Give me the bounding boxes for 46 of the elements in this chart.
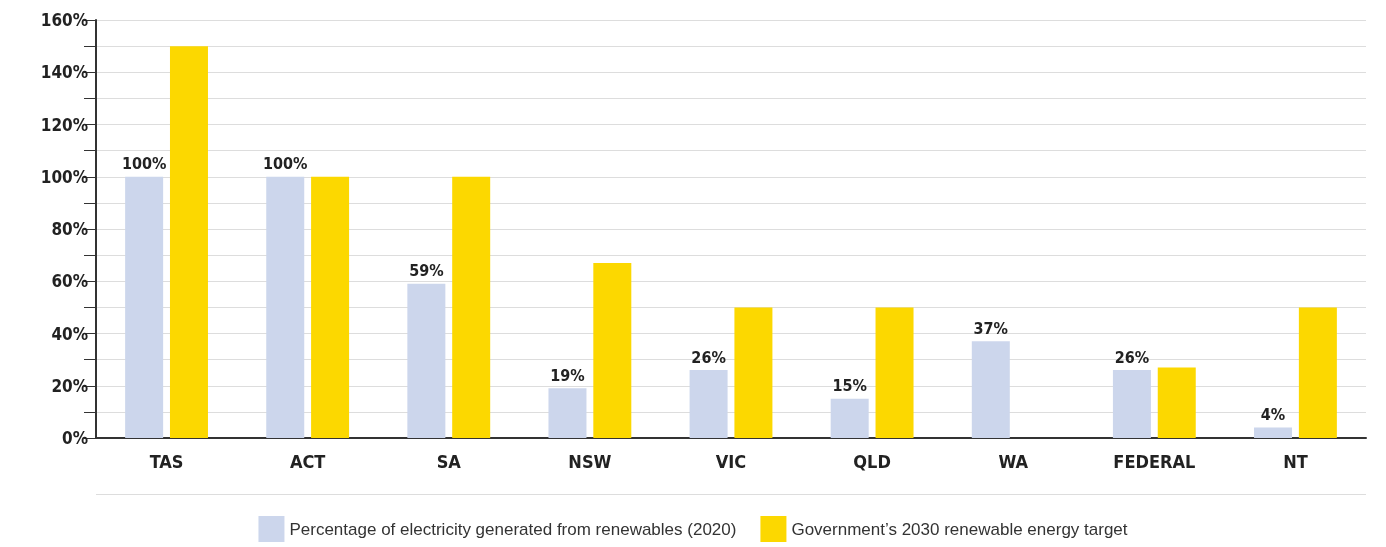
bar xyxy=(452,176,491,438)
y-tick-label: 160% xyxy=(40,10,88,30)
bar xyxy=(593,262,632,438)
bar xyxy=(971,341,1010,438)
bar xyxy=(169,46,208,438)
bar xyxy=(689,370,728,438)
y-tick-label: 60% xyxy=(51,271,88,292)
bar xyxy=(734,307,773,438)
legend-label: Percentage of electricity generated from renewables (2020) xyxy=(289,519,737,539)
y-tick-label: 20% xyxy=(51,375,88,396)
y-tick-label: 0% xyxy=(62,428,88,448)
x-tick-label: QLD xyxy=(853,450,891,472)
bar xyxy=(1157,367,1196,438)
x-tick-label: NSW xyxy=(568,450,612,472)
data-label: 26% xyxy=(1114,347,1150,367)
y-tick-label: 40% xyxy=(51,323,88,344)
data-label: 59% xyxy=(409,261,444,281)
bar xyxy=(875,307,914,438)
bar xyxy=(1254,427,1293,438)
bar xyxy=(125,176,164,438)
y-tick-label: 100% xyxy=(40,166,88,187)
data-label: 37% xyxy=(973,318,1009,338)
x-tick-label: VIC xyxy=(715,450,747,472)
bar xyxy=(407,283,446,438)
x-tick-label: NT xyxy=(1283,450,1308,472)
x-tick-label: TAS xyxy=(149,450,184,472)
bar xyxy=(266,176,305,438)
bar xyxy=(1298,307,1337,438)
data-label: 19% xyxy=(550,365,585,385)
x-tick-label: SA xyxy=(436,450,462,472)
data-label: 26% xyxy=(691,347,726,367)
bar xyxy=(311,176,350,438)
bar xyxy=(830,398,869,438)
y-tick-label: 120% xyxy=(40,114,88,135)
bar xyxy=(548,388,587,438)
data-label: 100% xyxy=(263,154,308,174)
y-tick-label: 80% xyxy=(51,219,88,239)
x-tick-label: ACT xyxy=(289,450,326,472)
bar xyxy=(1112,370,1151,438)
data-label: 4% xyxy=(1260,405,1286,425)
x-tick-label: FEDERAL xyxy=(1113,450,1196,472)
data-label: 15% xyxy=(832,376,867,396)
data-label: 100% xyxy=(121,154,167,174)
legend-label: Government’s 2030 renewable energy target xyxy=(791,519,1128,539)
y-tick-label: 140% xyxy=(40,62,88,83)
x-tick-label: WA xyxy=(998,450,1029,472)
